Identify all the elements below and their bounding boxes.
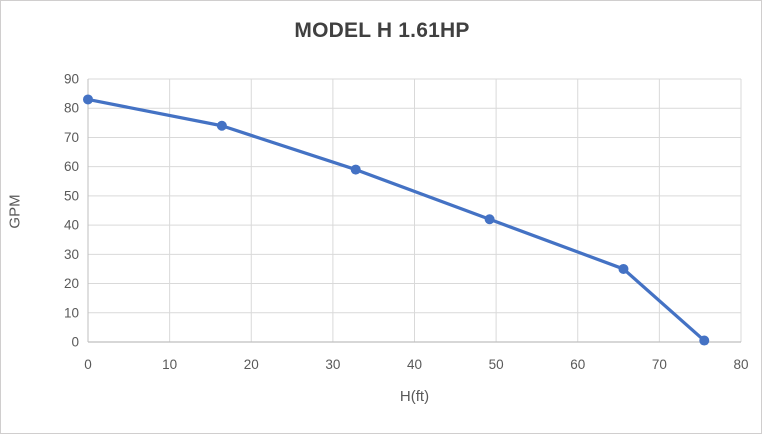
x-tick-label: 80 bbox=[733, 357, 748, 372]
y-tick-label: 20 bbox=[64, 276, 79, 291]
x-tick-label: 10 bbox=[162, 357, 177, 372]
y-tick-label: 40 bbox=[64, 218, 79, 233]
data-point-marker bbox=[484, 214, 495, 225]
data-point-marker bbox=[83, 94, 93, 105]
x-tick-label: 30 bbox=[325, 357, 340, 372]
x-tick-label: 40 bbox=[407, 357, 422, 372]
x-tick-label: 20 bbox=[244, 357, 259, 372]
y-tick-label: 50 bbox=[64, 188, 79, 203]
y-axis-title: GPM bbox=[6, 194, 24, 229]
data-point-marker bbox=[350, 164, 361, 175]
x-tick-label: 50 bbox=[489, 357, 504, 372]
data-point-marker bbox=[618, 263, 629, 274]
series-line bbox=[86, 97, 706, 343]
y-tick-label: 0 bbox=[71, 335, 79, 350]
y-tick-label: 60 bbox=[64, 159, 79, 174]
y-tick-label: 90 bbox=[64, 72, 79, 87]
y-tick-label: 30 bbox=[64, 247, 79, 262]
data-point-marker bbox=[699, 335, 710, 346]
x-tick-label: 60 bbox=[570, 357, 585, 372]
x-tick-label: 0 bbox=[84, 357, 92, 372]
data-point-marker bbox=[216, 120, 227, 131]
x-tick-label: 70 bbox=[652, 357, 667, 372]
y-tick-label: 80 bbox=[64, 101, 79, 116]
chart-title: MODEL H 1.61HP bbox=[294, 19, 470, 42]
y-tick-label: 70 bbox=[64, 130, 79, 145]
y-tick-label: 10 bbox=[64, 305, 79, 320]
x-axis-title: H(ft) bbox=[399, 388, 430, 405]
